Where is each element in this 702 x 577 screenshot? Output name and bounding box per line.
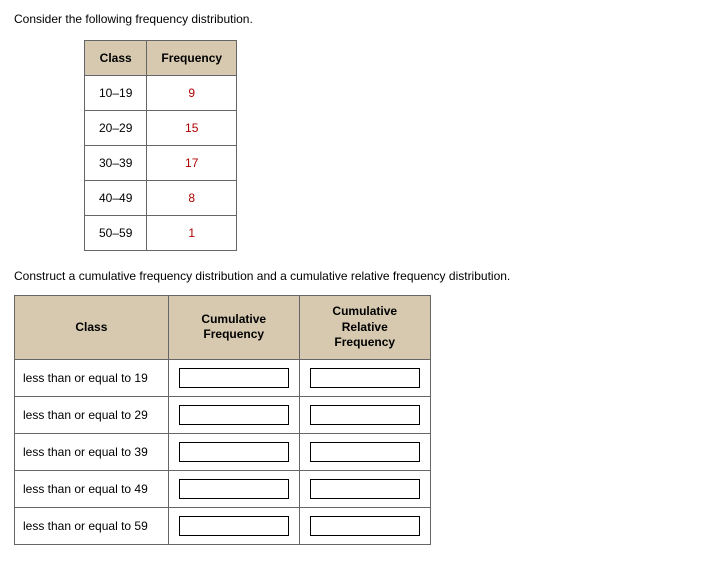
freq-class-cell: 50–59 [85, 216, 147, 251]
cumulative-table: Class CumulativeFrequency CumulativeRela… [14, 295, 431, 545]
cum-header-cumrel: CumulativeRelativeFrequency [299, 296, 430, 360]
freq-class-cell: 30–39 [85, 146, 147, 181]
freq-value-cell: 17 [147, 146, 237, 181]
cum-freq-input[interactable] [179, 516, 289, 536]
cum-class-label: less than or equal to 19 [15, 359, 169, 396]
cum-relfreq-cell [299, 470, 430, 507]
freq-value-cell: 9 [147, 76, 237, 111]
intro-text: Consider the following frequency distrib… [14, 12, 688, 26]
cum-freq-cell [168, 470, 299, 507]
freq-value-cell: 8 [147, 181, 237, 216]
freq-header-frequency: Frequency [147, 41, 237, 76]
frequency-table: Class Frequency 10–19920–291530–391740–4… [84, 40, 237, 251]
cum-row: less than or equal to 59 [15, 507, 431, 544]
cum-row: less than or equal to 39 [15, 433, 431, 470]
cum-freq-input[interactable] [179, 479, 289, 499]
cum-relfreq-input[interactable] [310, 516, 420, 536]
cum-freq-input[interactable] [179, 405, 289, 425]
freq-value-cell: 15 [147, 111, 237, 146]
cum-relfreq-input[interactable] [310, 479, 420, 499]
cum-freq-cell [168, 396, 299, 433]
cum-relfreq-cell [299, 433, 430, 470]
instruction-text: Construct a cumulative frequency distrib… [14, 269, 688, 283]
freq-row: 20–2915 [85, 111, 237, 146]
freq-class-cell: 40–49 [85, 181, 147, 216]
cum-row: less than or equal to 19 [15, 359, 431, 396]
cum-relfreq-input[interactable] [310, 368, 420, 388]
cum-relfreq-cell [299, 359, 430, 396]
cum-freq-cell [168, 507, 299, 544]
cum-class-label: less than or equal to 49 [15, 470, 169, 507]
freq-row: 50–591 [85, 216, 237, 251]
cum-header-class: Class [15, 296, 169, 360]
cum-class-label: less than or equal to 29 [15, 396, 169, 433]
cum-header-cumfreq: CumulativeFrequency [168, 296, 299, 360]
cum-class-label: less than or equal to 39 [15, 433, 169, 470]
cum-relfreq-cell [299, 507, 430, 544]
cum-row: less than or equal to 29 [15, 396, 431, 433]
cum-freq-cell [168, 359, 299, 396]
cum-freq-cell [168, 433, 299, 470]
freq-value-cell: 1 [147, 216, 237, 251]
cum-freq-input[interactable] [179, 442, 289, 462]
cum-relfreq-input[interactable] [310, 405, 420, 425]
freq-row: 40–498 [85, 181, 237, 216]
freq-header-class: Class [85, 41, 147, 76]
cum-relfreq-cell [299, 396, 430, 433]
freq-row: 30–3917 [85, 146, 237, 181]
freq-class-cell: 10–19 [85, 76, 147, 111]
freq-row: 10–199 [85, 76, 237, 111]
cum-row: less than or equal to 49 [15, 470, 431, 507]
cum-relfreq-input[interactable] [310, 442, 420, 462]
freq-class-cell: 20–29 [85, 111, 147, 146]
cum-freq-input[interactable] [179, 368, 289, 388]
cum-class-label: less than or equal to 59 [15, 507, 169, 544]
